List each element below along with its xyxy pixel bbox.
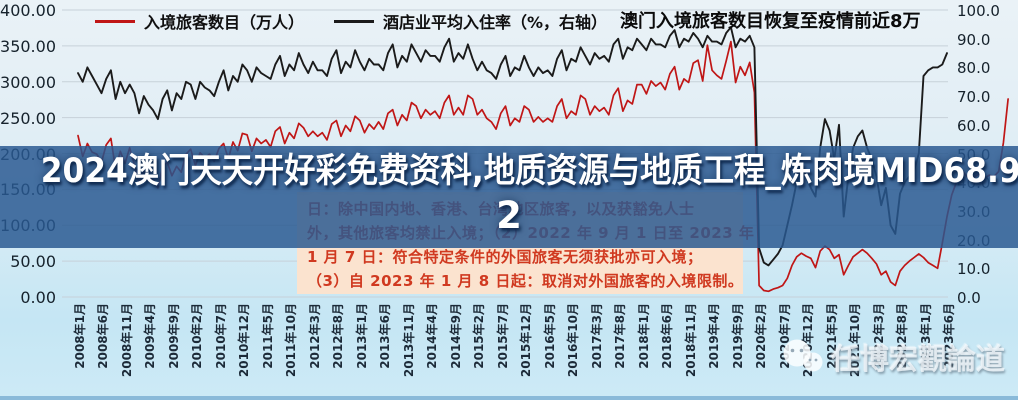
y-axis-left-label: 400.00 xyxy=(0,1,56,20)
x-axis-label: 2009年4月 xyxy=(143,303,158,369)
x-axis-label: 2018年11月 xyxy=(683,303,698,378)
chart-title: 澳门入境旅客数目恢复至疫情前近8万 xyxy=(620,11,921,32)
x-axis-label: 2017年8月 xyxy=(613,303,628,369)
y-axis-left-label: 350.00 xyxy=(0,36,56,56)
legend-label-occupancy: 酒店业平均入住率（%，右轴） xyxy=(383,13,608,32)
x-axis-label: 2008年11月 xyxy=(119,303,134,378)
x-axis-label: 2017年3月 xyxy=(589,303,604,369)
y-axis-right-label: 60.0 xyxy=(957,116,991,135)
x-axis-label: 2016年5月 xyxy=(542,303,557,369)
legend-label-visitors: 入境旅客数目（万人） xyxy=(144,13,305,32)
y-axis-right-label: 70.0 xyxy=(957,88,991,107)
x-axis-label: 2014年4月 xyxy=(425,303,440,369)
x-axis-label: 2020年2月 xyxy=(754,303,769,369)
x-axis-label: 2013年11月 xyxy=(401,303,416,378)
x-axis-label: 2012年8月 xyxy=(331,303,346,369)
x-axis-label: 2018年1月 xyxy=(636,303,651,369)
y-axis-right-label: 80.0 xyxy=(957,59,991,78)
banner-line-2: 2 xyxy=(496,194,522,237)
x-axis-label: 2013年6月 xyxy=(378,303,393,369)
bottom-strip xyxy=(0,396,1018,400)
y-axis-left-label: 0.00 xyxy=(20,288,56,307)
spam-overlay-banner: 2024澳门天天开好彩免费资科,地质资源与地质工程_炼肉境MID68.9 2 xyxy=(0,148,1018,238)
legend-item-visitors: 入境旅客数目（万人） xyxy=(95,9,304,33)
visitors-line xyxy=(77,40,1009,293)
x-axis-label: 2015年7月 xyxy=(495,303,510,369)
y-axis-right-label: 100.0 xyxy=(957,2,1000,20)
banner-line-1: 2024澳门天天开好彩免费资科,地质资源与地质工程_炼肉境MID68.9 xyxy=(40,151,1018,191)
x-axis-label: 2018年6月 xyxy=(660,303,675,369)
wechat-icon xyxy=(783,339,823,372)
x-axis-label: 2011年5月 xyxy=(260,303,275,369)
overlay-band xyxy=(0,146,1018,248)
x-axis-label: 2015年12月 xyxy=(519,303,534,378)
x-axis-label: 2019年4月 xyxy=(707,303,722,369)
annotation-line-3: 1 月 7 日：符合特定条件的外国旅客无须获批亦可入境； xyxy=(307,248,703,266)
x-axis-label: 2016年10月 xyxy=(566,303,581,378)
x-axis-label: 2010年12月 xyxy=(237,303,252,378)
legend-item-occupancy: 酒店业平均入住率（%，右轴） xyxy=(334,9,607,33)
x-axis-label: 2015年2月 xyxy=(472,303,487,369)
chart-legend: 入境旅客数目（万人） 酒店业平均入住率（%，右轴） xyxy=(95,9,607,33)
occupancy-line-swatch xyxy=(334,19,375,23)
x-axis-label: 2009年9月 xyxy=(166,303,181,369)
y-axis-right-label: 90.0 xyxy=(957,30,991,49)
y-axis-left-label: 250.00 xyxy=(0,108,56,128)
annotation-line-4: （3）自 2023 年 1 月 8 日起：取消对外国旅客的入境限制。 xyxy=(307,272,744,290)
x-axis-label: 2019年9月 xyxy=(730,303,745,369)
x-axis-label: 2008年1月 xyxy=(73,303,87,369)
y-axis-right-label: 10.0 xyxy=(957,260,991,279)
y-axis-left-label: 50.00 xyxy=(10,252,56,272)
y-axis-left-label: 300.00 xyxy=(0,72,56,92)
watermark-text: 任博宏觀論道 xyxy=(831,342,1006,376)
x-axis-label: 2012年3月 xyxy=(307,303,322,369)
x-axis-label: 2011年10月 xyxy=(284,303,299,378)
x-axis-label: 2013年1月 xyxy=(354,303,369,369)
y-axis-right-label: 0.0 xyxy=(957,289,981,307)
x-axis-label: 2014年9月 xyxy=(448,303,463,369)
x-axis-label: 2010年2月 xyxy=(190,303,205,369)
x-axis-label: 2008年6月 xyxy=(96,303,111,369)
visitors-line-swatch xyxy=(95,19,135,23)
watermark: 任博宏觀論道 xyxy=(780,336,1005,378)
x-axis-label: 2010年7月 xyxy=(213,303,228,369)
